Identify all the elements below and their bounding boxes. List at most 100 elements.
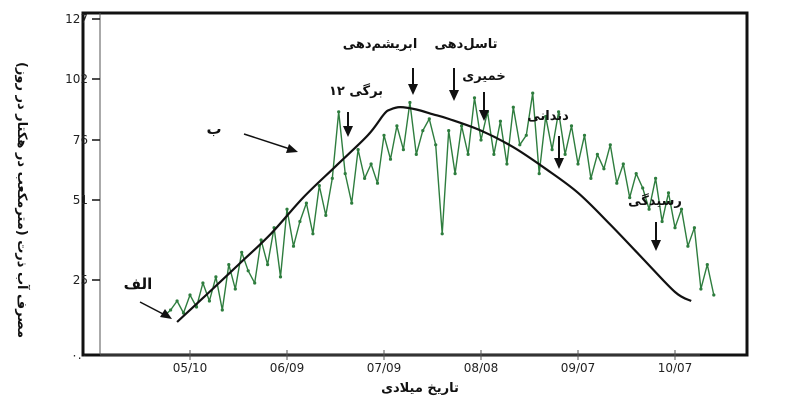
series-be-point xyxy=(608,143,612,147)
series-be-point xyxy=(705,263,709,267)
series-be-point xyxy=(576,162,580,166)
y-tick-label: 127 xyxy=(65,12,88,26)
series-be-point xyxy=(369,162,373,166)
series-be-point xyxy=(350,201,354,205)
series-be-point xyxy=(317,184,321,188)
curve-labels: الف ب xyxy=(124,120,298,319)
series-be-point xyxy=(628,196,632,200)
series-be-point xyxy=(408,100,412,105)
series-be-point xyxy=(595,152,600,156)
y-tick: 51 xyxy=(73,193,100,207)
y-tick-label: 51 xyxy=(73,193,88,207)
series-be-point xyxy=(582,133,587,137)
curve-label-be: ب xyxy=(206,120,221,138)
series-be-point xyxy=(492,152,496,156)
series-be-point xyxy=(660,219,664,224)
series-be-point xyxy=(615,181,619,185)
series-be-point xyxy=(686,244,690,248)
series-be-point xyxy=(518,143,522,147)
curve-label-alef: الف xyxy=(124,275,153,293)
y-axis-title: مصرف آب ذرت (مترمکعب در هکتار در روز) xyxy=(14,62,31,338)
series-be-point xyxy=(291,244,296,248)
curve-label-be-group: ب xyxy=(206,120,298,153)
series-be-point xyxy=(278,275,283,279)
series-be-point xyxy=(654,176,658,180)
series-be-point xyxy=(401,148,405,152)
series-be-point xyxy=(479,138,483,142)
series-be-point xyxy=(356,148,360,152)
series-be-point xyxy=(233,287,237,291)
stage-label-silking: ابریشم‌دهی xyxy=(343,37,418,52)
x-tick-label: 05/10 xyxy=(173,361,208,375)
y-tick-label: 25 xyxy=(73,273,88,287)
series-be-point xyxy=(447,129,451,133)
series-be-point xyxy=(544,114,548,119)
series-be-point xyxy=(641,186,645,190)
series-be-point xyxy=(440,232,444,236)
series-be-point xyxy=(201,281,205,285)
series-be-point xyxy=(285,207,289,211)
series-alef-line xyxy=(176,106,692,323)
series-be-point xyxy=(311,232,315,236)
series-be-line xyxy=(163,92,715,317)
x-tick-label: 07/09 xyxy=(367,361,402,375)
series-be-point xyxy=(214,275,218,279)
series-be-point xyxy=(246,269,250,273)
stage-arrow xyxy=(479,110,489,121)
series-be-point xyxy=(557,110,561,114)
series-be-point xyxy=(388,157,393,161)
plot-frame xyxy=(81,11,749,357)
series-be-point xyxy=(363,176,367,180)
series-be-point xyxy=(647,207,651,211)
y-tick-label: 76 xyxy=(73,133,88,147)
stage-label-maturity: رسیدگی xyxy=(628,193,682,209)
stage-label-dough: خمیری xyxy=(462,69,505,84)
series-be-point xyxy=(240,250,244,254)
stage-annotation: ۱۲ برگی xyxy=(329,83,383,137)
y-tick: 76 xyxy=(73,133,100,147)
x-tick: 08/08 xyxy=(464,350,499,375)
x-tick-label: 08/08 xyxy=(464,361,499,375)
stage-arrow xyxy=(449,90,459,101)
series-be-point xyxy=(537,172,541,176)
series-be-point xyxy=(337,110,341,114)
series-be-point xyxy=(421,129,425,133)
stage-annotation: رسیدگی xyxy=(628,193,682,251)
series-be-point xyxy=(169,308,173,312)
y-tick: 25 xyxy=(73,273,100,287)
series-be-point xyxy=(563,152,567,156)
series-be-point xyxy=(621,162,625,166)
stage-label-tasseling: تاسل‌دهی xyxy=(435,37,498,52)
series-be-point xyxy=(589,176,593,180)
growth-stage-annotations: ۱۲ برگی ابریشم‌دهی تاسل‌دهی خمیری دندانی… xyxy=(329,37,682,251)
x-tick: 06/09 xyxy=(270,350,304,375)
y-tick: ۰.۰ xyxy=(71,348,100,362)
x-axis-title: تاریخ میلادی xyxy=(381,381,459,396)
series-be-point xyxy=(227,263,231,267)
series-alef-group xyxy=(176,106,692,323)
series-be-point xyxy=(427,117,431,121)
series-be-point xyxy=(679,207,684,211)
x-tick: 09/07 xyxy=(561,350,595,375)
series-be-point xyxy=(343,172,347,176)
series-be-point xyxy=(666,191,671,195)
series-be-point xyxy=(259,238,263,242)
series-be-point xyxy=(434,143,438,147)
series-be-point xyxy=(673,226,677,230)
series-be-point xyxy=(569,124,574,128)
series-be-point xyxy=(550,148,554,152)
x-tick-label: 10/07 xyxy=(658,361,693,375)
series-be-point xyxy=(298,219,302,224)
series-be-point xyxy=(220,308,224,312)
x-tick: 10/07 xyxy=(658,350,693,375)
stage-arrow xyxy=(554,158,564,169)
stage-arrow xyxy=(343,126,353,137)
series-be-point xyxy=(531,91,535,95)
series-be-point xyxy=(207,299,211,303)
stage-annotation: خمیری xyxy=(462,69,506,121)
series-be-point xyxy=(634,172,638,176)
stage-annotation: دندانی xyxy=(527,109,569,169)
series-be-point xyxy=(382,133,386,137)
stage-label-dent: دندانی xyxy=(527,109,569,124)
